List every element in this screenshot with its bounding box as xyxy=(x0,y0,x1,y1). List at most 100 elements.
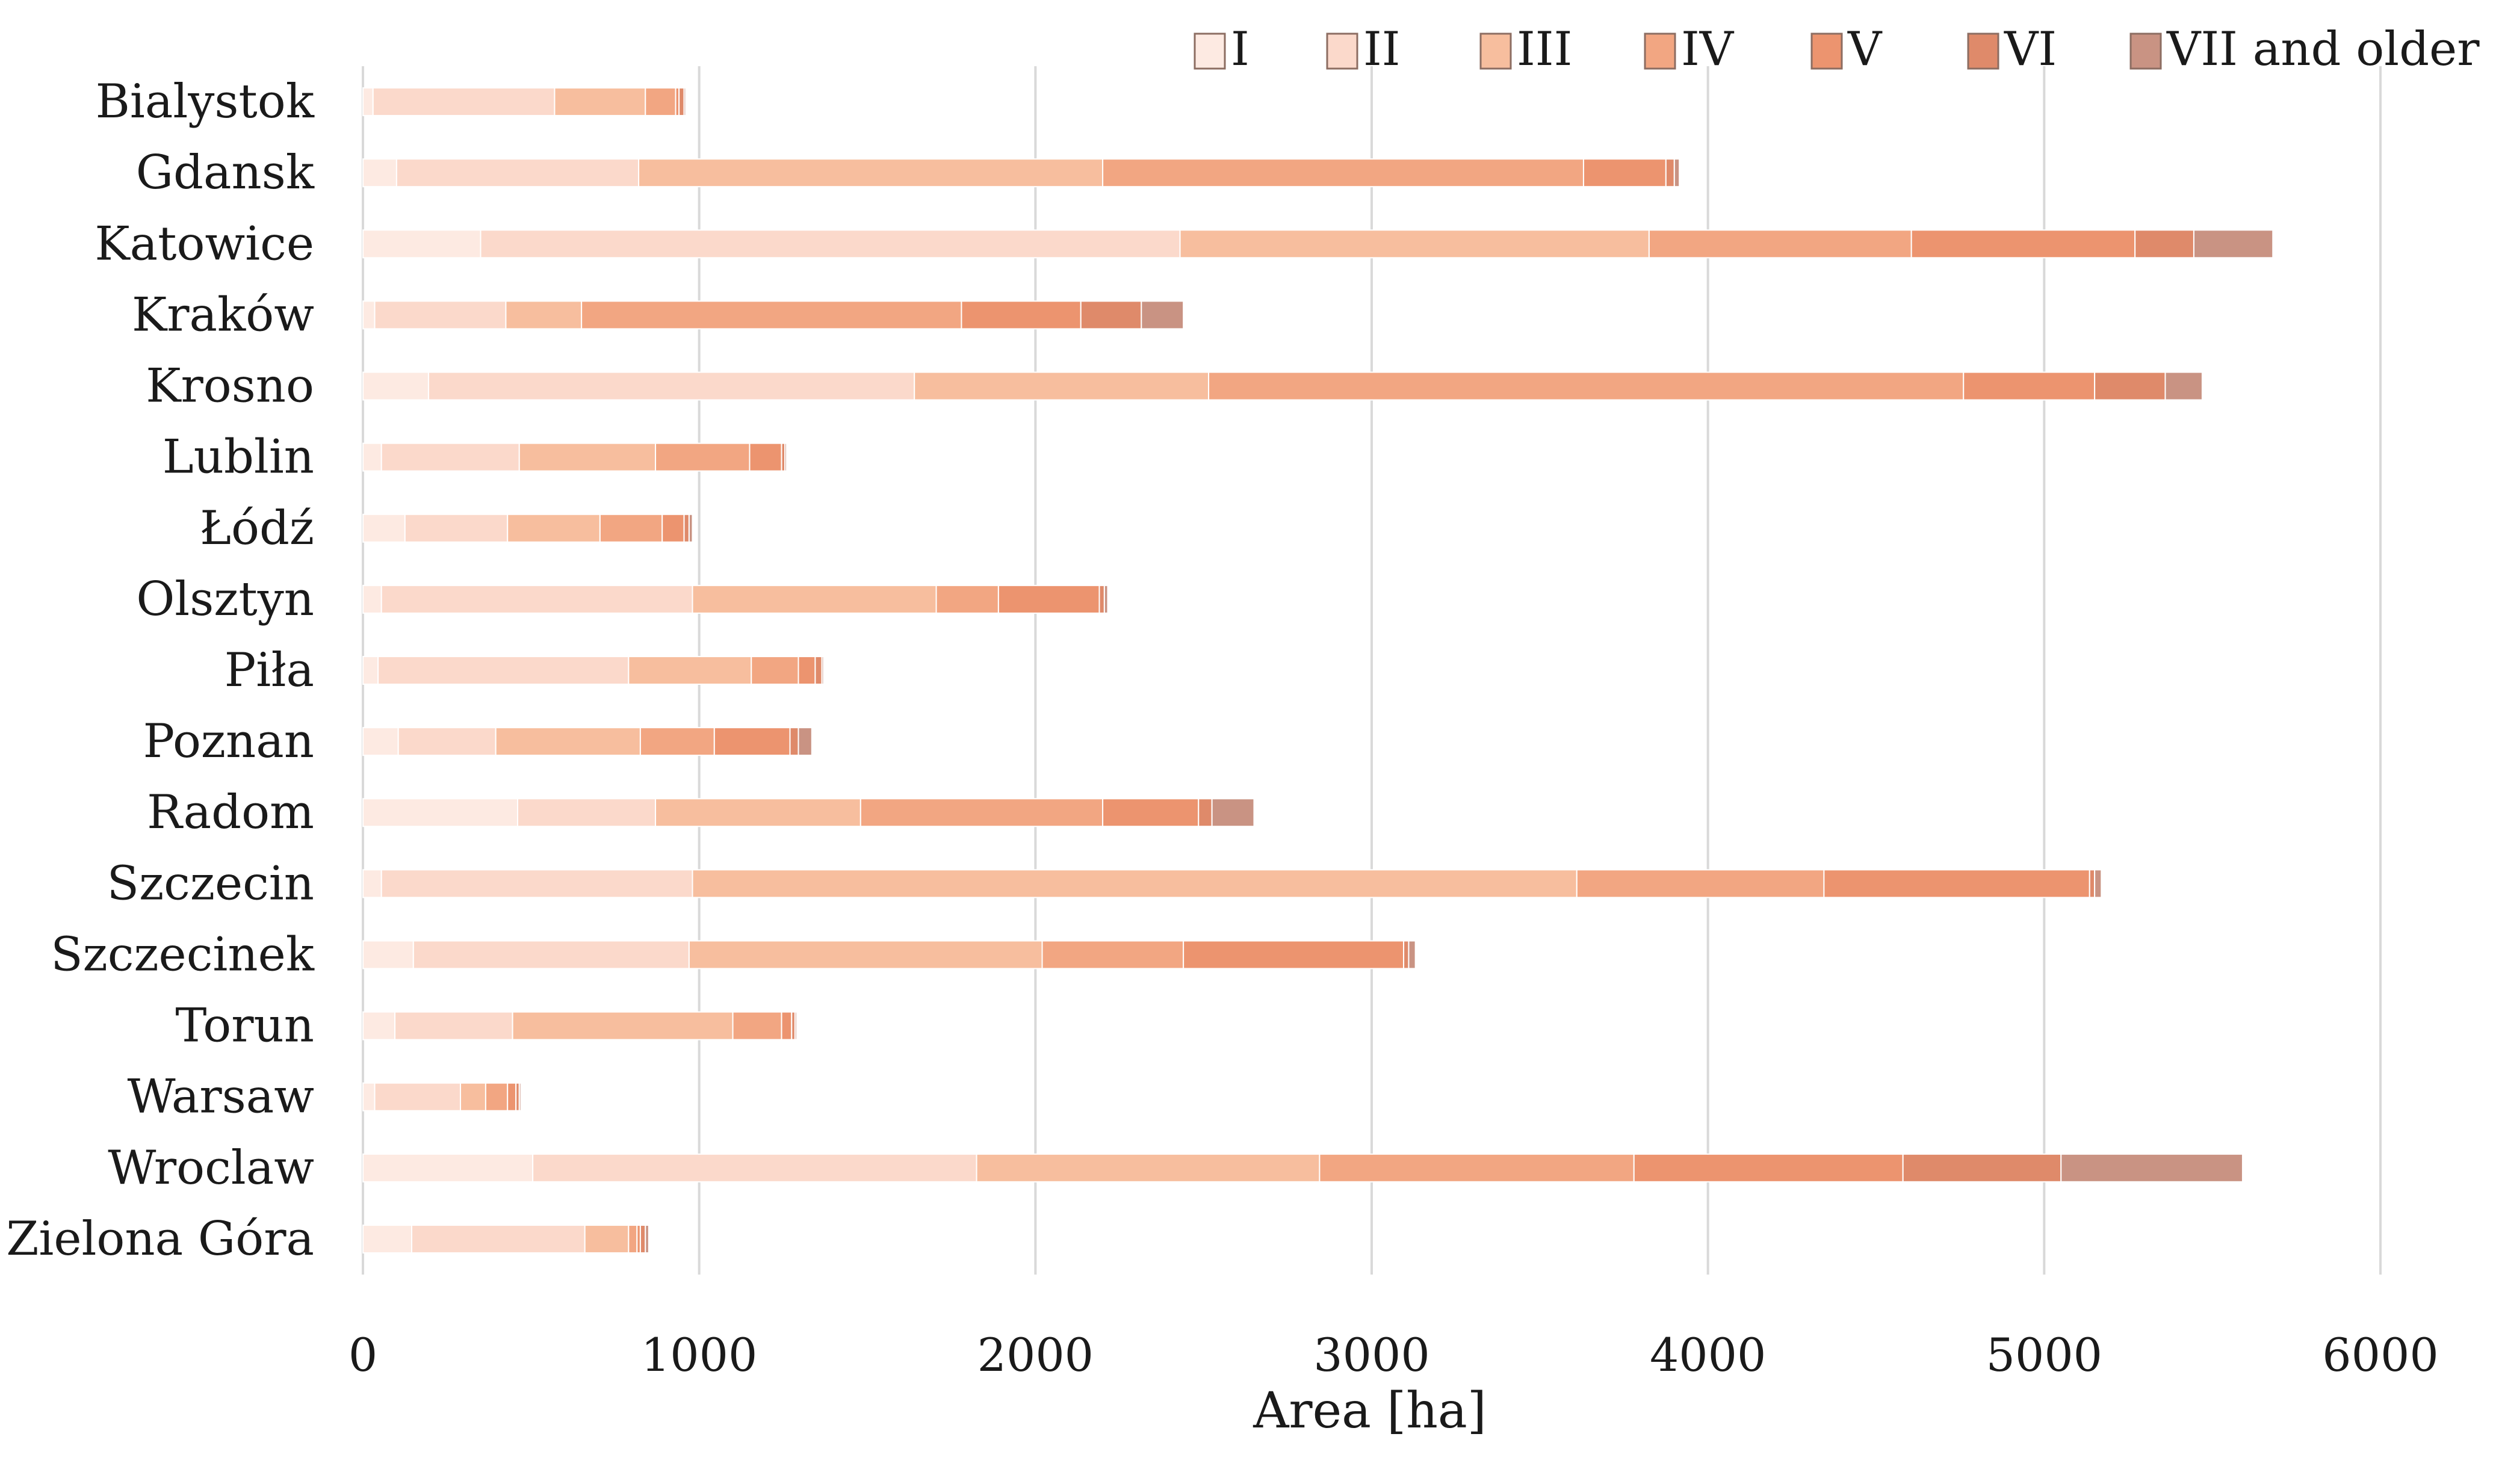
bar-segment: Łódź – VII and older: 10 xyxy=(688,513,693,543)
category-label: Warsaw xyxy=(128,1070,314,1124)
bar-segment: Olsztyn – V: 300 xyxy=(997,584,1100,614)
bar-segment: Krosno – I: 195 xyxy=(362,371,429,401)
x-tick-label: 1000 xyxy=(641,1328,757,1382)
bar-segment: Gdansk – I: 100 xyxy=(362,158,397,188)
bar-segment: Łódź – I: 125 xyxy=(362,513,406,543)
bar-segment: Katowice – VI: 175 xyxy=(2134,229,2194,259)
bar-segment: Radom – V: 285 xyxy=(1102,798,1200,827)
bar-segment: Szczecinek – VII and older: 20 xyxy=(1408,940,1416,969)
legend-label: IV xyxy=(1681,22,1735,76)
bar-segment: Torun – III: 655 xyxy=(512,1011,734,1040)
category-label: Katowice xyxy=(94,217,314,271)
bar-segment: Łódź – V: 65 xyxy=(661,513,685,543)
bar-segment: Torun – IV: 145 xyxy=(732,1011,782,1040)
bar-segment: Zielona Góra – VI: 15 xyxy=(639,1224,646,1254)
bar-segment: Zielona Góra – VII and older: 10 xyxy=(645,1224,649,1254)
legend-label: II xyxy=(1363,22,1401,76)
bar-segment: Zielona Góra – III: 130 xyxy=(584,1224,630,1254)
legend-swatch xyxy=(1194,32,1226,70)
category-label: Torun xyxy=(175,999,314,1053)
bar-segment: Piła – VII and older: 5 xyxy=(821,656,825,685)
bar-segment: Katowice – V: 665 xyxy=(1910,229,2136,259)
bars: Bialystok – I: 30Bialystok – II: 540Bial… xyxy=(362,87,2274,1254)
bar-segment: Olsztyn – I: 55 xyxy=(362,584,382,614)
category-label: Szczecin xyxy=(107,856,314,910)
bar-segment: Torun – II: 350 xyxy=(394,1011,513,1040)
bar-segment: Lublin – VII and older: 5 xyxy=(784,442,787,472)
category-label: Lublin xyxy=(163,430,314,484)
bar-segment: Kraków – I: 35 xyxy=(362,300,376,330)
bar-segment: Lublin – II: 410 xyxy=(380,442,520,472)
bar-segment: Warsaw – VII and older: 5 xyxy=(518,1082,522,1111)
bar-segment: Warsaw – IV: 65 xyxy=(485,1082,509,1111)
bar-segment: Poznan – III: 430 xyxy=(495,727,641,756)
gridlines xyxy=(362,66,2382,1275)
bar-segment: Lublin – IV: 280 xyxy=(655,442,751,472)
bar-segment: Bialystok – I: 30 xyxy=(362,87,374,117)
bar-segment: Kraków – II: 390 xyxy=(374,300,507,330)
bar-segment: Wroclaw – I: 505 xyxy=(362,1153,534,1183)
bar-segment: Katowice – IV: 780 xyxy=(1648,229,1912,259)
bar-segment: Poznan – I: 105 xyxy=(362,727,399,756)
bar-segment: Olsztyn – II: 925 xyxy=(380,584,693,614)
category-label: Piła xyxy=(225,643,314,697)
category-label: Kraków xyxy=(132,288,314,342)
bar-segment: Katowice – II: 2080 xyxy=(480,229,1181,259)
bar-segment: Radom – II: 410 xyxy=(516,798,657,827)
bar-segment: Krosno – VII and older: 110 xyxy=(2164,371,2203,401)
bar-segment: Warsaw – V: 25 xyxy=(507,1082,517,1111)
bar-segment: Radom – III: 610 xyxy=(655,798,861,827)
bar-segment: Kraków – VII and older: 125 xyxy=(1141,300,1185,330)
x-tick-label: 0 xyxy=(348,1328,377,1382)
bar-segment: Poznan – II: 290 xyxy=(397,727,497,756)
legend: I II III IV V VI VII and older xyxy=(1194,22,2480,76)
bar-segment: Łódź – III: 275 xyxy=(507,513,601,543)
bar-segment: Radom – I: 460 xyxy=(362,798,518,827)
bar-segment: Szczecin – VI: 15 xyxy=(2089,869,2096,898)
bar-segment: Torun – I: 95 xyxy=(362,1011,396,1040)
bar-segment: Piła – V: 50 xyxy=(797,656,816,685)
bar-segment: Torun – VII and older: 5 xyxy=(794,1011,797,1040)
legend-swatch xyxy=(1479,32,1512,70)
bar-segment: Wroclaw – II: 1320 xyxy=(532,1153,977,1183)
bar-segment: Szczecinek – I: 150 xyxy=(362,940,414,969)
bar-segment: Gdansk – V: 245 xyxy=(1582,158,1667,188)
legend-label: V xyxy=(1847,22,1883,76)
bar-segment: Poznan – IV: 220 xyxy=(639,727,715,756)
bar-segment: Bialystok – IV: 90 xyxy=(645,87,677,117)
bar-segment: Krosno – V: 390 xyxy=(1963,371,2096,401)
bar-segment: Szczecin – VII and older: 20 xyxy=(2094,869,2102,898)
bar-segment: Szczecinek – IV: 420 xyxy=(1041,940,1185,969)
bar-segment: Krosno – VI: 210 xyxy=(2094,371,2166,401)
bar-segment: Radom – VII and older: 125 xyxy=(1211,798,1255,827)
bar-segment: Szczecinek – II: 820 xyxy=(412,940,690,969)
bar-segment: Piła – II: 745 xyxy=(377,656,630,685)
bar-segment: Krosno – IV: 2245 xyxy=(1208,371,1965,401)
bar-segment: Katowice – I: 350 xyxy=(362,229,482,259)
x-tick-label: 4000 xyxy=(1650,1328,1766,1382)
legend-swatch xyxy=(1326,32,1358,70)
category-label: Krosno xyxy=(146,359,314,413)
bar-segment: Szczecin – I: 55 xyxy=(362,869,382,898)
bar-segment: Warsaw – II: 255 xyxy=(374,1082,462,1111)
bar-segment: Olsztyn – VI: 15 xyxy=(1098,584,1105,614)
bar-segment: Gdansk – VII and older: 15 xyxy=(1673,158,1680,188)
bar-segment: Torun – V: 30 xyxy=(781,1011,793,1040)
bar-segment: Wroclaw – VII and older: 540 xyxy=(2060,1153,2243,1183)
x-tick-label: 5000 xyxy=(1986,1328,2102,1382)
bar-segment: Poznan – V: 225 xyxy=(713,727,791,756)
category-label: Zielona Góra xyxy=(6,1212,314,1266)
bar-segment: Kraków – III: 225 xyxy=(505,300,583,330)
bar-segment: Szczecin – III: 2630 xyxy=(692,869,1578,898)
bar-segment: Zielona Góra – II: 515 xyxy=(411,1224,586,1254)
bar-segment: Zielona Góra – IV: 25 xyxy=(628,1224,638,1254)
legend-swatch xyxy=(1967,32,1999,70)
category-label: Radom xyxy=(147,785,314,839)
bar-segment: Lublin – I: 55 xyxy=(362,442,382,472)
legend-label: III xyxy=(1517,22,1572,76)
bar-segment: Wroclaw – VI: 470 xyxy=(1902,1153,2062,1183)
category-label: Szczecinek xyxy=(51,927,314,982)
x-tick-label: 6000 xyxy=(2322,1328,2438,1382)
bar-segment: Wroclaw – IV: 935 xyxy=(1319,1153,1635,1183)
